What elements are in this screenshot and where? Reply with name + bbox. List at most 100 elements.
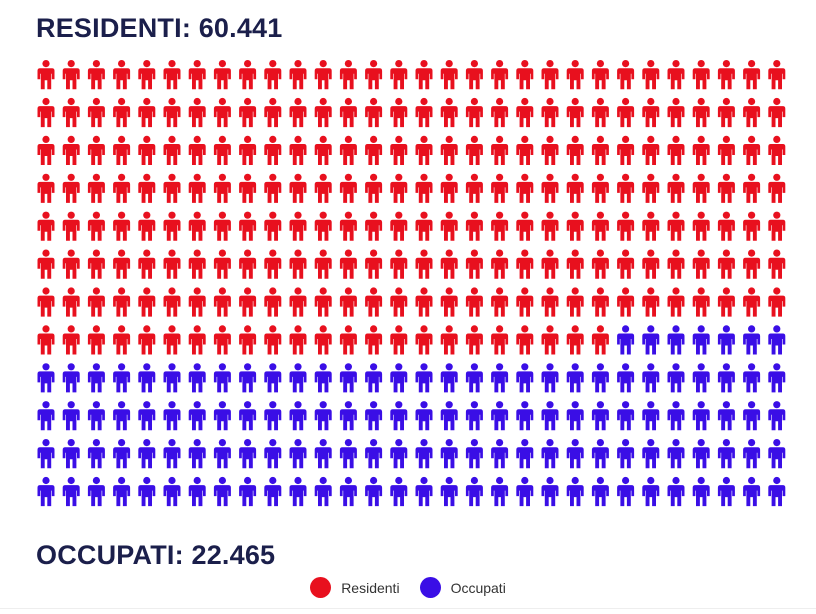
person-icon-occupati xyxy=(566,401,584,431)
person-icon-occupati xyxy=(163,476,181,507)
person-icon-residenti xyxy=(264,173,282,203)
person-icon-residenti xyxy=(163,173,181,203)
person-icon-occupati xyxy=(264,363,282,393)
person-icon-residenti xyxy=(717,60,735,90)
person-icon-occupati xyxy=(113,401,131,431)
person-icon-residenti xyxy=(365,97,383,128)
person-icon-residenti xyxy=(541,211,559,241)
person-icon-residenti xyxy=(541,135,559,165)
person-icon-residenti xyxy=(516,287,534,317)
person-icon-occupati xyxy=(213,401,231,431)
person-icon-residenti xyxy=(390,211,408,241)
person-icon-residenti xyxy=(667,287,685,317)
person-icon-residenti xyxy=(692,287,710,317)
person-icon-occupati xyxy=(743,476,761,507)
person-icon-occupati xyxy=(365,363,383,393)
person-icon-residenti xyxy=(87,325,105,355)
person-icon-occupati xyxy=(37,363,55,393)
person-icon-residenti xyxy=(516,325,534,355)
person-icon-occupati xyxy=(264,439,282,469)
person-icon-occupati xyxy=(516,401,534,431)
person-icon-residenti xyxy=(541,173,559,203)
person-icon-occupati xyxy=(642,325,660,355)
person-icon-residenti xyxy=(516,60,534,90)
person-icon-residenti xyxy=(113,60,131,90)
person-icon-occupati xyxy=(566,439,584,469)
person-icon-residenti xyxy=(113,97,131,128)
person-icon-occupati xyxy=(314,401,332,431)
person-icon-occupati xyxy=(717,325,735,355)
person-icon-residenti xyxy=(289,135,307,165)
person-icon-residenti xyxy=(62,325,80,355)
person-icon-occupati xyxy=(617,401,635,431)
person-icon-occupati xyxy=(365,476,383,507)
person-icon-residenti xyxy=(591,287,609,317)
person-icon-residenti xyxy=(566,173,584,203)
person-icon-residenti xyxy=(188,97,206,128)
person-icon-occupati xyxy=(415,439,433,469)
person-icon-occupati xyxy=(692,401,710,431)
person-icon-occupati xyxy=(617,325,635,355)
person-icon-residenti xyxy=(743,287,761,317)
person-icon-occupati xyxy=(692,476,710,507)
person-icon-residenti xyxy=(667,249,685,279)
person-icon-occupati xyxy=(541,439,559,469)
person-icon-residenti xyxy=(415,60,433,90)
person-icon-occupati xyxy=(491,363,509,393)
person-icon-residenti xyxy=(339,249,357,279)
person-icon-residenti xyxy=(516,97,534,128)
person-icon-residenti xyxy=(617,97,635,128)
person-icon-residenti xyxy=(566,135,584,165)
person-icon-residenti xyxy=(339,97,357,128)
person-icon-occupati xyxy=(239,401,257,431)
person-icon-occupati xyxy=(465,363,483,393)
person-icon-occupati xyxy=(491,476,509,507)
person-icon-occupati xyxy=(138,401,156,431)
person-icon-residenti xyxy=(314,325,332,355)
person-icon-occupati xyxy=(113,439,131,469)
person-icon-residenti xyxy=(491,287,509,317)
person-icon-residenti xyxy=(440,325,458,355)
person-icon-occupati xyxy=(87,439,105,469)
person-icon-residenti xyxy=(440,287,458,317)
person-icon-occupati xyxy=(339,363,357,393)
person-icon-occupati xyxy=(188,363,206,393)
person-icon-occupati xyxy=(213,476,231,507)
person-icon-residenti xyxy=(87,173,105,203)
person-icon-residenti xyxy=(239,249,257,279)
person-icon-residenti xyxy=(591,135,609,165)
person-icon-residenti xyxy=(138,135,156,165)
person-icon-residenti xyxy=(87,97,105,128)
person-icon-occupati xyxy=(465,476,483,507)
person-icon-occupati xyxy=(390,363,408,393)
person-icon-occupati xyxy=(566,363,584,393)
person-icon-residenti xyxy=(264,135,282,165)
person-icon-occupati xyxy=(743,401,761,431)
person-icon-occupati xyxy=(743,439,761,469)
person-icon-residenti xyxy=(541,325,559,355)
person-icon-residenti xyxy=(264,325,282,355)
person-icon-residenti xyxy=(541,97,559,128)
person-icon-occupati xyxy=(743,325,761,355)
person-icon-residenti xyxy=(289,287,307,317)
person-icon-occupati xyxy=(188,439,206,469)
person-icon-residenti xyxy=(264,60,282,90)
person-icon-occupati xyxy=(768,325,786,355)
person-icon-occupati xyxy=(314,363,332,393)
person-icon-residenti xyxy=(188,325,206,355)
person-icon-occupati xyxy=(314,439,332,469)
legend-label-residenti: Residenti xyxy=(341,579,400,596)
person-icon-residenti xyxy=(617,211,635,241)
person-icon-residenti xyxy=(491,249,509,279)
person-icon-residenti xyxy=(239,325,257,355)
person-icon-occupati xyxy=(264,401,282,431)
person-icon-occupati xyxy=(768,401,786,431)
person-icon-residenti xyxy=(87,287,105,317)
person-icon-residenti xyxy=(465,249,483,279)
person-icon-residenti xyxy=(213,325,231,355)
person-icon-occupati xyxy=(239,439,257,469)
person-icon-residenti xyxy=(516,249,534,279)
person-icon-residenti xyxy=(239,173,257,203)
person-icon-occupati xyxy=(365,401,383,431)
person-icon-residenti xyxy=(138,249,156,279)
